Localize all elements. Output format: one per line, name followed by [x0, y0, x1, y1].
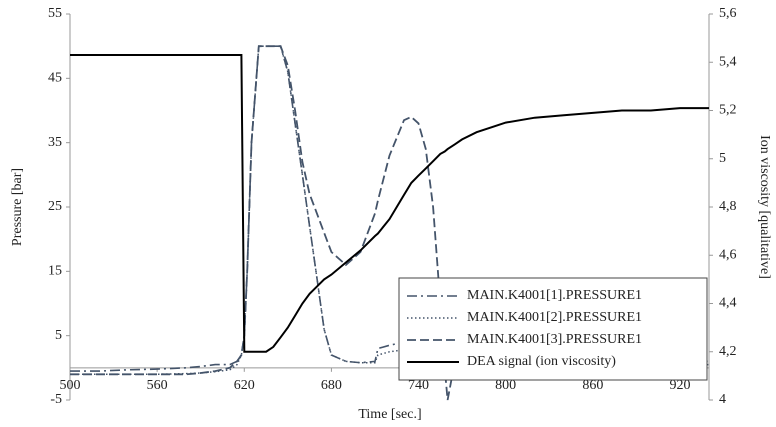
y2-tick-label: 5,6	[719, 6, 737, 21]
y-tick-label: 35	[48, 135, 62, 150]
x-tick-label: 620	[234, 378, 255, 393]
y2-tick-label: 4,6	[719, 247, 737, 262]
legend: MAIN.K4001[1].PRESSURE1 MAIN.K4001[2].PRE…	[398, 277, 708, 381]
x-tick-label: 800	[495, 378, 516, 393]
y-tick-label: 25	[48, 199, 62, 214]
x-tick-label: 680	[321, 378, 342, 393]
x-tick-label: 860	[582, 378, 603, 393]
y-tick-label: 45	[48, 71, 62, 86]
x-axis-label: Time [sec.]	[358, 407, 421, 422]
y2-tick-label: 5,2	[719, 103, 737, 118]
x-tick-label: 920	[669, 378, 690, 393]
y2-tick-label: 4	[719, 392, 726, 407]
y-tick-label: 55	[48, 6, 62, 21]
y-tick-label: 15	[48, 264, 62, 279]
y2-axis-label: Ion viscosity [qualitative]	[757, 135, 772, 279]
legend-label: MAIN.K4001[2].PRESSURE1	[467, 310, 642, 325]
x-tick-label: 560	[147, 378, 168, 393]
y2-tick-label: 4,2	[719, 344, 737, 359]
legend-label: MAIN.K4001[3].PRESSURE1	[467, 332, 642, 347]
x-tick-label: 500	[60, 378, 81, 393]
series-line	[70, 54, 709, 353]
legend-label: DEA signal (ion viscosity)	[467, 354, 616, 369]
legend-label: MAIN.K4001[1].PRESSURE1	[467, 288, 642, 303]
x-tick-label: 740	[408, 378, 429, 393]
y-tick-label: 5	[55, 328, 62, 343]
y2-tick-label: 5	[719, 151, 726, 166]
y-tick-label: -5	[50, 392, 62, 407]
y2-tick-label: 4,4	[719, 296, 737, 311]
y-axis-label: Pressure [bar]	[10, 168, 25, 246]
y2-tick-label: 5,4	[719, 54, 737, 69]
y2-tick-label: 4,8	[719, 199, 737, 214]
